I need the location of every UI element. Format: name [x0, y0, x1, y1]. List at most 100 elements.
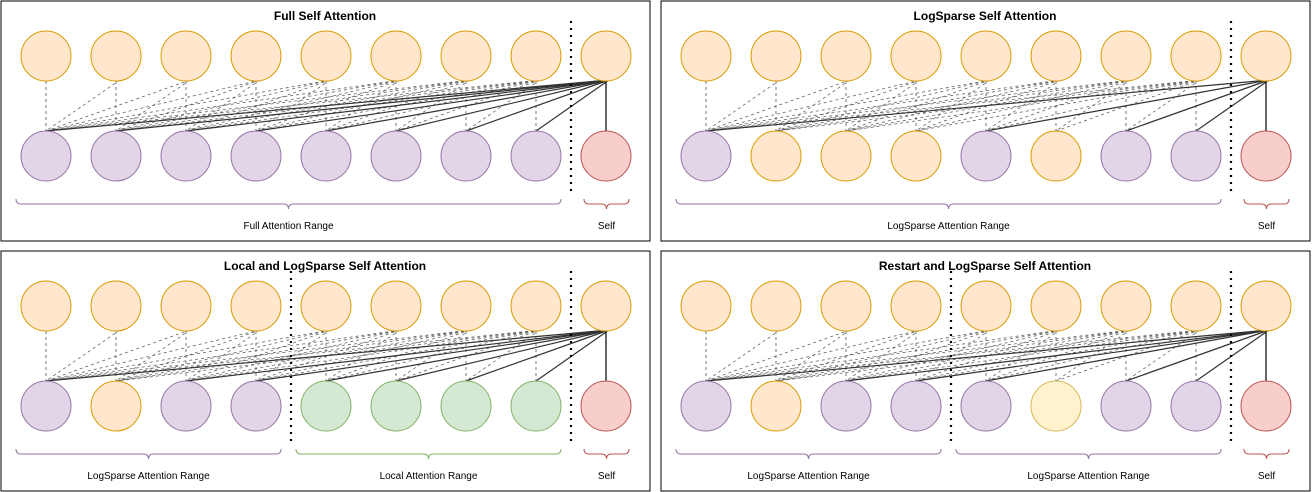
dashed-edge: [255, 329, 401, 382]
bottom-node-purple: [1170, 130, 1222, 182]
bottom-node-red: [580, 380, 632, 432]
solid-edge: [255, 79, 610, 132]
solid-edge: [115, 79, 610, 132]
dashed-edge: [705, 329, 851, 382]
top-node: [1240, 280, 1292, 332]
range-label: Self: [598, 221, 615, 232]
top-node: [440, 280, 492, 332]
top-node: [440, 30, 492, 82]
top-node: [820, 280, 872, 332]
range-label: LogSparse Attention Range: [1027, 471, 1150, 482]
dashed-edge: [185, 79, 331, 132]
top-node: [1100, 30, 1152, 82]
bottom-node-purple: [300, 130, 352, 182]
dashed-edge: [115, 329, 541, 382]
top-node: [680, 280, 732, 332]
top-node: [1030, 30, 1082, 82]
panel-title: Restart and LogSparse Self Attention: [879, 259, 1091, 273]
top-node: [160, 30, 212, 82]
top-node: [370, 280, 422, 332]
range-label: LogSparse Attention Range: [747, 471, 870, 482]
dashed-edge: [45, 79, 121, 132]
top-node: [1170, 30, 1222, 82]
top-node: [960, 280, 1012, 332]
bottom-node-orange: [820, 130, 872, 182]
dashed-edge: [705, 329, 991, 382]
top-node: [960, 30, 1012, 82]
dashed-edge: [115, 329, 401, 382]
range-brace: [1243, 448, 1290, 460]
bottom-node-purple: [370, 130, 422, 182]
bottom-node-purple: [230, 130, 282, 182]
top-node: [510, 30, 562, 82]
dashed-edge: [845, 79, 991, 132]
range-label: Self: [1258, 471, 1275, 482]
panel-title: Local and LogSparse Self Attention: [224, 259, 426, 273]
top-node: [750, 30, 802, 82]
solid-edge: [465, 79, 610, 132]
top-node: [890, 280, 942, 332]
dashed-edge: [985, 79, 1061, 132]
top-node: [90, 30, 142, 82]
top-node: [230, 30, 282, 82]
top-node: [1170, 280, 1222, 332]
top-node: [680, 30, 732, 82]
dashed-edge: [45, 79, 191, 132]
bottom-node-green: [370, 380, 422, 432]
solid-edge: [1195, 79, 1270, 132]
attention-edges: [45, 329, 610, 382]
range-brace: [583, 448, 630, 460]
top-node: [20, 280, 72, 332]
bottom-node-purple: [1100, 380, 1152, 432]
dashed-edge: [705, 79, 1131, 132]
range-label: LogSparse Attention Range: [87, 471, 210, 482]
solid-edge: [535, 79, 610, 132]
bottom-node-purple: [20, 130, 72, 182]
dashed-edge: [775, 79, 1061, 132]
dashed-edge: [45, 329, 471, 382]
dashed-edge: [705, 79, 991, 132]
dashed-edge: [775, 329, 1201, 382]
panel-2: LogSparse Self Attention LogSparse Attent…: [660, 0, 1311, 242]
range-label: Self: [1258, 221, 1275, 232]
bottom-node-purple: [160, 380, 212, 432]
dashed-edge: [115, 79, 541, 132]
dashed-edge: [915, 79, 1061, 132]
dashed-edge: [185, 329, 331, 382]
top-node: [580, 280, 632, 332]
solid-edge: [845, 329, 1270, 382]
dashed-edge: [45, 79, 471, 132]
solid-edge: [985, 329, 1270, 382]
dashed-edge: [915, 329, 991, 382]
range-brace: [295, 448, 562, 460]
bottom-node-purple: [510, 130, 562, 182]
bottom-node-purple: [160, 130, 212, 182]
bottom-node-purple: [90, 130, 142, 182]
top-node: [90, 280, 142, 332]
top-node: [160, 280, 212, 332]
dashed-edge: [705, 329, 781, 382]
solid-edge: [705, 79, 1270, 132]
range-brace: [955, 448, 1222, 460]
top-node: [230, 280, 282, 332]
bottom-node-orange: [90, 380, 142, 432]
top-node: [20, 30, 72, 82]
solid-edge: [185, 329, 610, 382]
dashed-edge: [705, 329, 1131, 382]
panel-title: Full Self Attention: [274, 9, 376, 23]
solid-edge: [1195, 329, 1270, 382]
panel-title: LogSparse Self Attention: [914, 9, 1057, 23]
solid-edge: [325, 329, 610, 382]
range-brace: [583, 198, 630, 210]
dashed-edge: [325, 79, 471, 132]
bottom-node-red: [1240, 380, 1292, 432]
bottom-node-red: [1240, 130, 1292, 182]
range-brace: [1243, 198, 1290, 210]
attention-edges: [705, 329, 1270, 382]
dashed-edge: [45, 329, 121, 382]
top-node: [300, 30, 352, 82]
solid-edge: [45, 79, 610, 132]
dashed-edge: [115, 329, 191, 382]
dashed-edge: [255, 79, 401, 132]
